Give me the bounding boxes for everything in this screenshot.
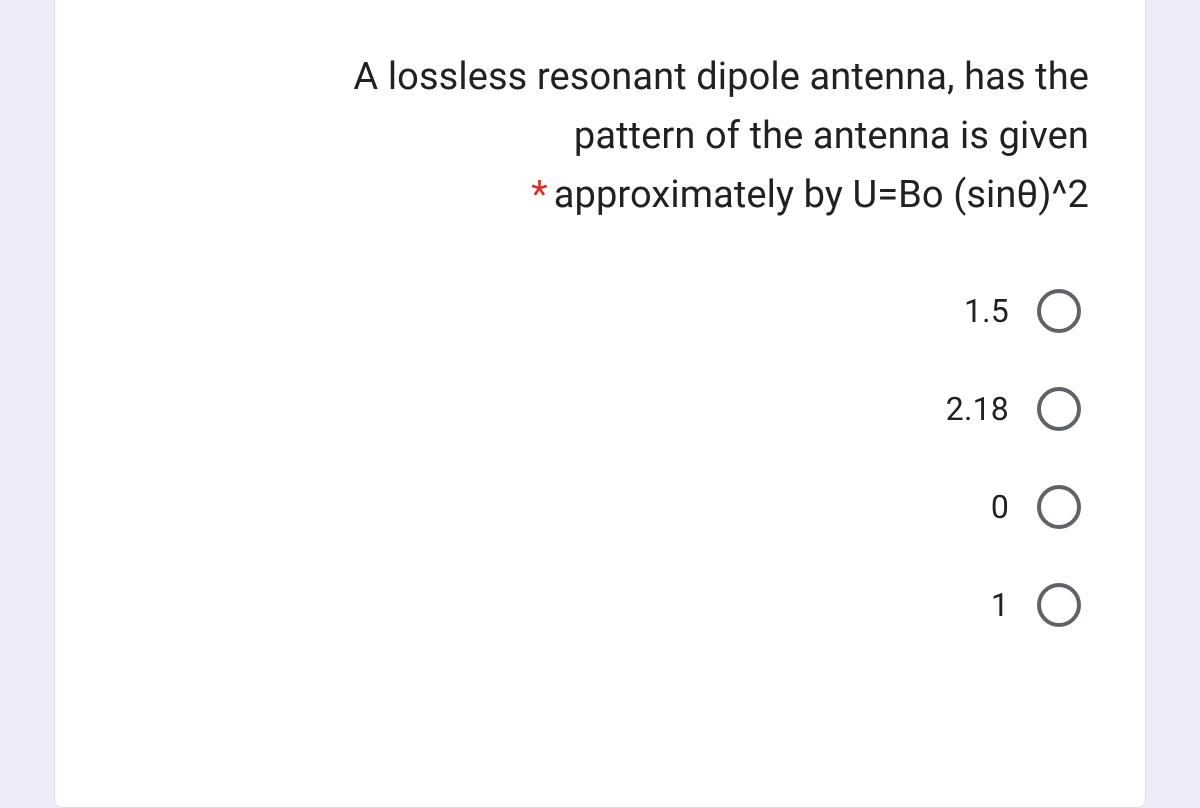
option-row-0[interactable]: 1.5 [964, 289, 1081, 333]
question-line-1: A lossless resonant dipole antenna, has … [111, 48, 1089, 107]
option-label-0: 1.5 [964, 292, 1009, 330]
option-label-1: 2.18 [946, 390, 1009, 428]
option-row-3[interactable]: 1 [991, 583, 1081, 627]
option-label-3: 1 [991, 586, 1009, 624]
required-asterisk: * [531, 173, 547, 217]
question-text: A lossless resonant dipole antenna, has … [111, 48, 1089, 225]
form-page: A lossless resonant dipole antenna, has … [0, 0, 1200, 808]
option-label-2: 0 [991, 488, 1009, 526]
radio-icon[interactable] [1037, 289, 1081, 333]
option-row-2[interactable]: 0 [991, 485, 1081, 529]
option-row-1[interactable]: 2.18 [946, 387, 1081, 431]
radio-icon[interactable] [1037, 387, 1081, 431]
question-card: A lossless resonant dipole antenna, has … [54, 0, 1146, 808]
options-group: 1.5 2.18 0 1 [111, 289, 1089, 627]
radio-icon[interactable] [1037, 583, 1081, 627]
question-line-3: *approximately by U=Bo (sinθ)^2 [111, 166, 1089, 225]
radio-icon[interactable] [1037, 485, 1081, 529]
question-line-3-text: approximately by U=Bo (sinθ)^2 [554, 173, 1089, 217]
question-line-2: pattern of the antenna is given [111, 107, 1089, 166]
